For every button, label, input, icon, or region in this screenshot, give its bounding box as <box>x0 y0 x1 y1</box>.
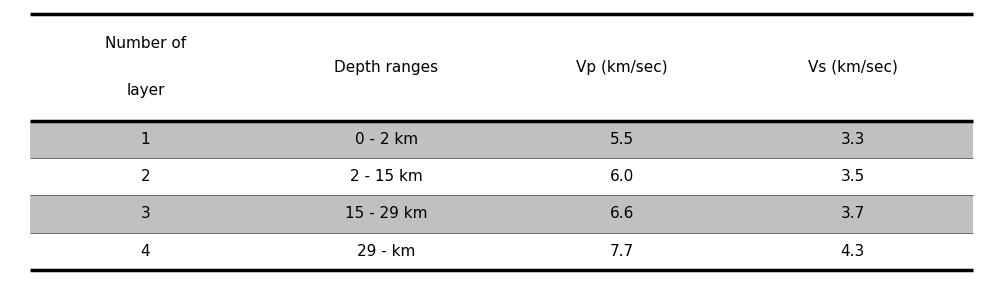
Text: 3.3: 3.3 <box>840 132 864 147</box>
Text: 6.0: 6.0 <box>609 169 633 184</box>
Text: 4: 4 <box>140 244 150 259</box>
Text: 1: 1 <box>140 132 150 147</box>
Text: 3: 3 <box>140 207 150 221</box>
Text: 5.5: 5.5 <box>609 132 633 147</box>
Text: Depth ranges: Depth ranges <box>334 60 438 75</box>
Bar <box>30 195 972 233</box>
Text: 3.5: 3.5 <box>840 169 864 184</box>
Text: 2 - 15 km: 2 - 15 km <box>350 169 422 184</box>
Text: 0 - 2 km: 0 - 2 km <box>355 132 417 147</box>
Text: Vs (km/sec): Vs (km/sec) <box>807 60 897 75</box>
Text: 2: 2 <box>140 169 150 184</box>
Text: Vp (km/sec): Vp (km/sec) <box>575 60 667 75</box>
Text: 3.7: 3.7 <box>840 207 864 221</box>
Bar <box>30 121 972 158</box>
Text: 6.6: 6.6 <box>609 207 633 221</box>
Text: Number of: Number of <box>105 37 185 51</box>
Text: 7.7: 7.7 <box>609 244 633 259</box>
Text: layer: layer <box>126 83 164 98</box>
Text: 29 - km: 29 - km <box>357 244 415 259</box>
Text: 4.3: 4.3 <box>840 244 864 259</box>
Text: 15 - 29 km: 15 - 29 km <box>345 207 427 221</box>
